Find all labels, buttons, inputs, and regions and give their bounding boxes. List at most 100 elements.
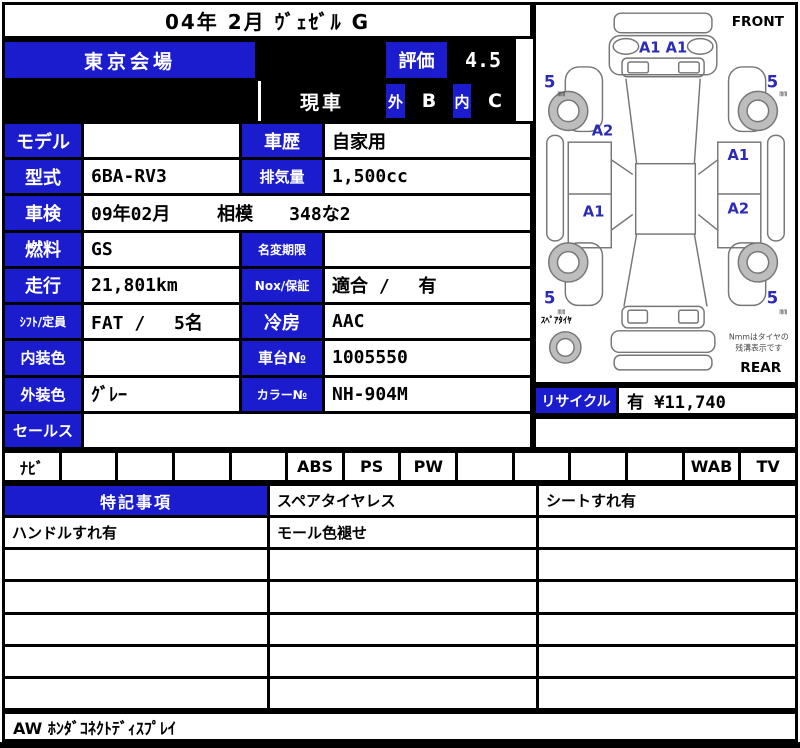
tread-front-right: 5	[767, 72, 779, 91]
footer-equipment-text: AW ﾎﾝﾀﾞｺﾈｸﾄﾃﾞｨｽﾌﾟﾚｲ	[2, 711, 798, 742]
equipment-cell	[514, 453, 569, 480]
note-cell: モール色褪せ	[270, 518, 536, 548]
note-cell	[5, 582, 267, 612]
equipment-tv: TV	[741, 453, 795, 480]
auction-title: 04年 2月 ｳﾞｪｾﾞﾙ G	[2, 2, 533, 39]
rear-wiper-right-shape	[677, 309, 699, 324]
roof-shape	[634, 162, 697, 235]
connector-line	[610, 159, 634, 176]
wiper-left-shape	[627, 61, 650, 74]
special-notes-table: 特記事項 スペアタイヤレス シートすれ有 ハンドルすれ有 モール色褪せ	[2, 483, 798, 711]
label-model: モデル	[5, 124, 81, 158]
value-ac: AAC	[325, 305, 530, 339]
equipment-cell	[571, 453, 626, 480]
equipment-wab: WAB	[684, 453, 739, 480]
label-mileage: 走行	[5, 268, 81, 303]
cabin-edge	[693, 78, 701, 164]
value-fuel: GS	[84, 232, 239, 266]
label-name-change: 名変期限	[242, 232, 322, 266]
note-cell	[539, 614, 795, 644]
label-type: 型式	[5, 160, 81, 194]
note-cell: シートすれ有	[539, 486, 795, 516]
tread-note-line1: Nmmはタイヤの	[729, 333, 789, 342]
label-nox: Nox/保証	[242, 268, 322, 303]
value-name-change	[325, 232, 530, 266]
special-notes-header: 特記事項	[5, 486, 267, 516]
connector-line	[697, 213, 719, 231]
bottom-strip	[0, 742, 800, 748]
note-cell	[539, 646, 795, 676]
rating-value: 4.5	[450, 39, 516, 81]
headlight-left-shape	[612, 37, 640, 55]
rear-label: REAR	[740, 360, 781, 376]
tread-unit: ㎜	[779, 89, 787, 98]
label-interior-color: 内装色	[5, 341, 81, 375]
tread-rear-left: 5	[544, 288, 556, 307]
recycle-label: リサイクル	[536, 388, 616, 413]
note-cell	[539, 518, 795, 548]
spare-tyre-shape	[548, 331, 582, 364]
label-displacement: 排気量	[242, 160, 322, 194]
left-front-door-mark: A2	[592, 122, 614, 139]
rear-bumper-shape	[610, 330, 716, 354]
value-exterior-color: ｸﾞﾚｰ	[84, 377, 239, 411]
note-cell	[539, 550, 795, 580]
tread-unit: ㎜	[558, 307, 566, 316]
front-face-shape	[608, 34, 718, 76]
headlight-right-shape	[686, 37, 714, 55]
car-present-cell: 現車	[261, 81, 383, 121]
cabin-edge	[625, 78, 638, 164]
label-inspection: 車検	[5, 196, 81, 230]
note-cell	[270, 678, 536, 708]
value-sales	[84, 413, 530, 447]
note-cell	[5, 614, 267, 644]
tread-unit: ㎜	[558, 89, 566, 98]
note-cell	[270, 550, 536, 580]
note-cell	[270, 582, 536, 612]
note-cell	[270, 614, 536, 644]
value-model	[84, 124, 239, 158]
blank-cell	[533, 416, 798, 450]
front-label: FRONT	[732, 14, 785, 30]
value-inspection: 09年02月 相模 348な2	[84, 196, 530, 230]
note-cell	[5, 678, 267, 708]
equipment-cell	[174, 453, 229, 480]
note-cell	[270, 646, 536, 676]
connector-line	[610, 213, 634, 231]
label-ac: 冷房	[242, 305, 322, 339]
value-mileage: 21,801km	[84, 268, 239, 303]
note-cell	[539, 582, 795, 612]
right-front-door-mark: A1	[728, 147, 750, 164]
value-shift: FAT / 5名	[84, 305, 239, 339]
note-cell	[5, 550, 267, 580]
front-bumper-shape	[613, 12, 713, 34]
recycle-value: 有 ¥11,740	[619, 388, 795, 413]
wiper-right-shape	[677, 61, 700, 74]
spare-tyre-label: ｽﾍﾟｱﾀｲﾔ	[541, 314, 572, 326]
tread-unit: ㎜	[779, 307, 787, 316]
front-bumper-mark: A1 A1	[639, 39, 687, 56]
value-chassis-no: 1005550	[325, 341, 530, 375]
left-rear-door-mark: A1	[583, 203, 605, 220]
label-exterior-color: 外装色	[5, 377, 81, 411]
rear-plate-shape	[613, 354, 713, 371]
tread-rear-right: 5	[767, 288, 779, 307]
equipment-row: ﾅﾋﾞ ABS PS PW WAB TV	[2, 450, 798, 483]
note-cell	[539, 678, 795, 708]
rear-left-wheel	[547, 242, 589, 283]
note-cell: スペアタイヤレス	[270, 486, 536, 516]
value-color-no: NH-904M	[325, 377, 530, 411]
left-doors-shape	[567, 141, 612, 249]
right-rear-door-mark: A2	[728, 201, 750, 218]
front-right-wheel	[737, 90, 779, 132]
right-sill-shape	[766, 134, 785, 242]
equipment-ps: PS	[344, 453, 399, 480]
equipment-pw: PW	[401, 453, 456, 480]
note-cell: ハンドルすれ有	[5, 518, 267, 548]
note-cell	[5, 646, 267, 676]
equipment-abs: ABS	[288, 453, 342, 480]
right-doors-shape	[717, 141, 762, 249]
label-color-no: カラー№	[242, 377, 322, 411]
equipment-cell	[458, 453, 512, 480]
interior-grade-label: 内	[450, 81, 474, 121]
